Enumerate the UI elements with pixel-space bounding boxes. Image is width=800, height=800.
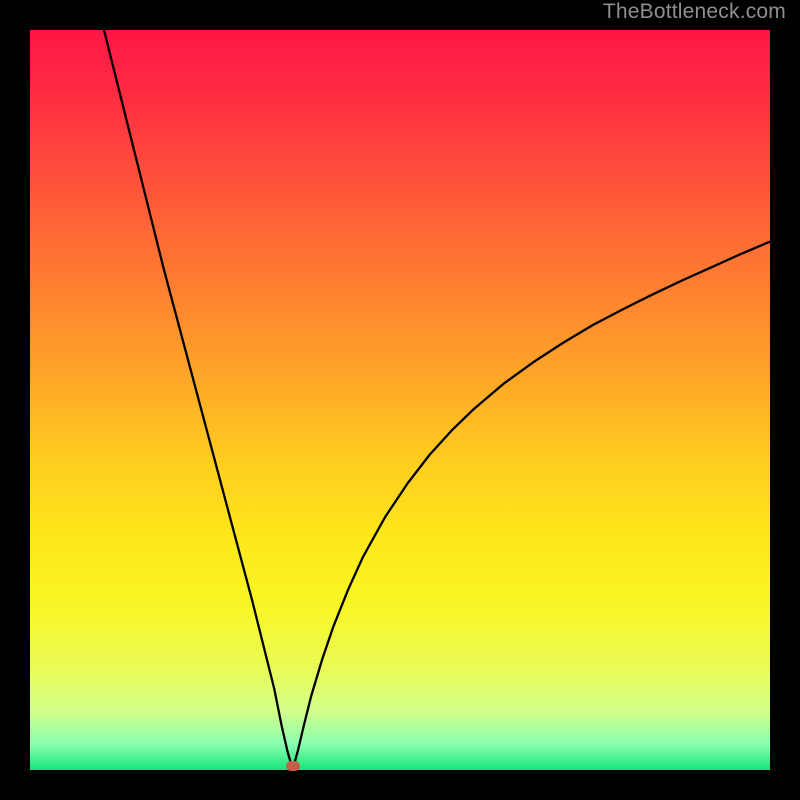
chart-frame: TheBottleneck.com [0, 0, 800, 800]
bottleneck-curve-chart [30, 30, 770, 770]
bottleneck-curve [104, 30, 770, 769]
watermark-text: TheBottleneck.com [603, 0, 786, 24]
plot-area [30, 30, 770, 770]
minimum-marker [286, 761, 300, 771]
